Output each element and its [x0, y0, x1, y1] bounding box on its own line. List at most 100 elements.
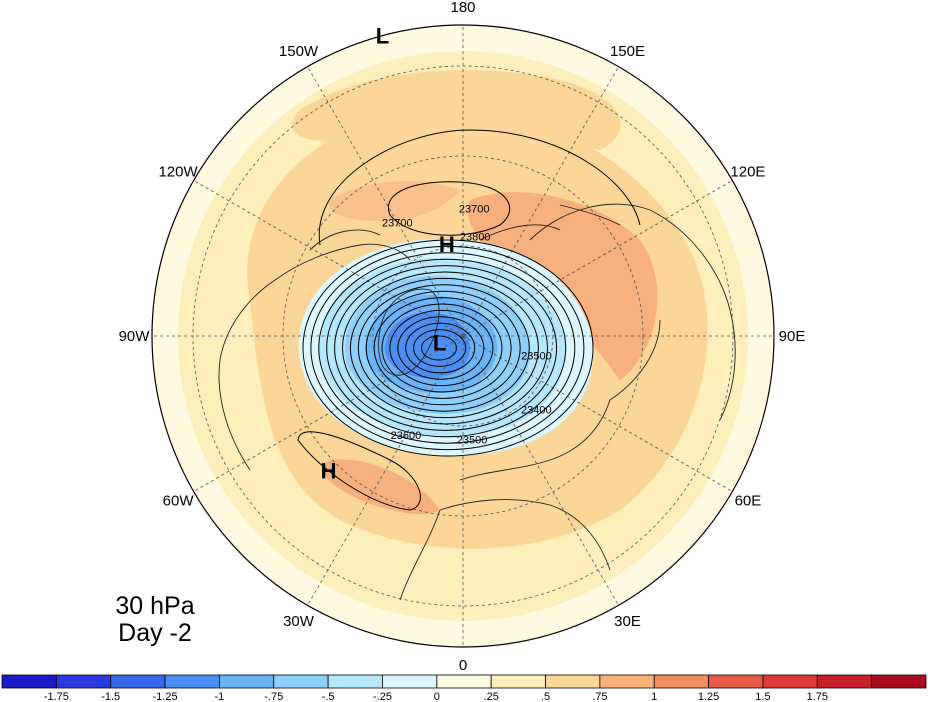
- colorbar-label: -1: [215, 691, 225, 702]
- longitude-label: 0: [459, 657, 467, 672]
- colorbar-box: [110, 674, 166, 689]
- vortex-contour: [421, 335, 457, 361]
- colorbar-box: [436, 674, 492, 689]
- meridian-line: [462, 66, 619, 337]
- vortex-contour: [413, 329, 467, 367]
- meridian-line: [462, 335, 733, 492]
- longitude-label: 120W: [158, 164, 198, 181]
- contour-label-text: 23500: [457, 434, 488, 446]
- meridian-line: [307, 66, 464, 337]
- vortex-contour: [365, 290, 521, 406]
- colorbar-label: .5: [541, 691, 550, 702]
- longitude-label: 30W: [283, 613, 315, 630]
- graticule-layer: [152, 25, 774, 647]
- height-contours: [297, 129, 641, 511]
- colorbar-box: [382, 674, 438, 689]
- pressure-level-label: 30 hPa: [115, 592, 195, 620]
- colorbar-label: 1.75: [807, 691, 828, 702]
- colorbar-label: 0: [434, 691, 440, 702]
- vortex-contour: [302, 239, 594, 457]
- colorbar-box: [762, 674, 818, 689]
- contour-23600: [297, 431, 421, 511]
- vortex-contour: [389, 309, 494, 387]
- colorbar-box: [708, 674, 764, 689]
- colorbar-box: [653, 674, 709, 689]
- map-boundary: [151, 24, 775, 648]
- longitude-label: 90E: [779, 328, 806, 345]
- vortex-contour: [310, 245, 585, 451]
- vortex-contour: [405, 322, 476, 374]
- colorbar-box: [219, 674, 275, 689]
- meridian-line: [462, 335, 619, 606]
- asia-coast: [529, 203, 736, 421]
- colorbar: -1.75 -1.5 -1.25 -1 -.75 -.5 -.25 0 .25 .5 .75 1 1.2…: [1, 674, 927, 702]
- contour-label-text: 23800: [460, 232, 491, 244]
- vortex-contour: [326, 258, 567, 438]
- shading-layer: [152, 25, 774, 647]
- meridian-line: [307, 335, 464, 606]
- colorbar-label: 1.25: [698, 691, 719, 702]
- high-pressure-center: H: [321, 458, 337, 483]
- longitude-label: 60E: [735, 493, 762, 510]
- contour-23700: [318, 129, 641, 246]
- coastline-layer: [218, 203, 736, 601]
- colorbar-label: -1.75: [44, 691, 69, 702]
- vortex-contour: [318, 252, 576, 444]
- negative-anomaly-core: [384, 312, 470, 378]
- vortex-contour: [381, 303, 503, 393]
- strong-anomaly-atlantic: [322, 459, 440, 515]
- polar-stereographic-map: 23700 23700 23800 23500 23400 23500 23600 L H L H…: [119, 0, 806, 672]
- meridian-line: [193, 335, 464, 492]
- meridian-line: [193, 180, 464, 337]
- colorbar-box: [599, 674, 655, 689]
- contour-23800: [387, 181, 510, 236]
- colorbar-label: 1.5: [755, 691, 770, 702]
- vortex-contour: [349, 277, 539, 419]
- longitude-label: 150W: [279, 43, 319, 60]
- colorbar-box: [273, 674, 329, 689]
- colorbar-box: [816, 674, 873, 689]
- contour-label-layer: 23700 23700 23800 23500 23400 23500 23600: [382, 204, 552, 447]
- longitude-label: 60W: [163, 493, 195, 510]
- vortex-contour: [397, 316, 485, 380]
- positive-anomaly-north: [292, 70, 621, 150]
- colorbar-box: [164, 674, 220, 689]
- contour-label: 23500: [457, 434, 488, 446]
- contour-label: 23600: [391, 430, 422, 442]
- colorbar-box: [327, 674, 383, 689]
- colorbar-label: -1.5: [101, 691, 120, 702]
- contour-label-text: 23700: [459, 204, 490, 216]
- colorbar-label: 1: [651, 691, 657, 702]
- alaska-siberia-coast: [309, 204, 621, 251]
- strong-anomaly-pacific: [329, 181, 460, 222]
- meridian-line: [462, 180, 733, 337]
- vortex-contour: [334, 265, 558, 431]
- longitude-label: 30E: [614, 613, 641, 630]
- pressure-center-layer: L H L H: [321, 24, 455, 484]
- colorbar-labels: -1.75 -1.5 -1.25 -1 -.75 -.5 -.25 0 .25 .5 .75 1 1.2…: [44, 691, 828, 702]
- low-pressure-center: L: [433, 330, 446, 355]
- vortex-contour: [357, 284, 530, 412]
- contour-label-text: 23500: [521, 351, 552, 363]
- longitude-label: 150E: [610, 43, 645, 60]
- colorbar-box: [545, 674, 601, 689]
- contour-label: 23500: [521, 351, 552, 363]
- longitude-label: 90W: [119, 328, 151, 345]
- day-label: Day -2: [118, 619, 192, 647]
- colorbar-box: [1, 674, 57, 689]
- colorbar-label: .25: [484, 691, 499, 702]
- vortex-contour: [373, 297, 512, 399]
- contour-label: 23700: [382, 217, 413, 229]
- longitude-label-layer: 180 150E 120E 90E 60E 30E 0 30W 60W 90W 120W 150W: [119, 0, 806, 672]
- colorbar-label: -.25: [373, 691, 392, 702]
- colorbar-box: [55, 674, 112, 689]
- colorbar-label: .75: [592, 691, 607, 702]
- contour-label-text: 23600: [391, 430, 422, 442]
- longitude-label: 180: [450, 0, 475, 16]
- europe-africa-coast: [399, 399, 611, 601]
- colorbar-label: -.5: [322, 691, 335, 702]
- meridian-lines: [152, 25, 774, 647]
- vortex-contours: [302, 239, 594, 457]
- vortex-contour: [342, 271, 548, 425]
- contour-label-text: 23700: [382, 217, 413, 229]
